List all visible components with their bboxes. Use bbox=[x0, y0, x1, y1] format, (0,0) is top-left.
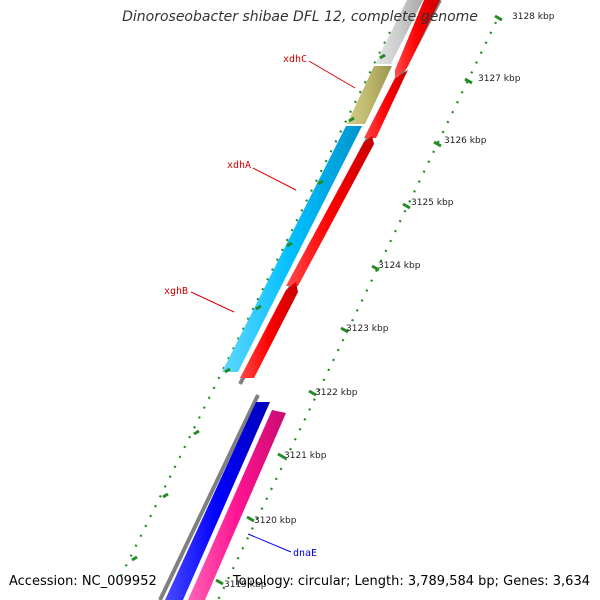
ruler-label-3119: 3119 kbp bbox=[224, 580, 267, 590]
inner-tick-band bbox=[119, 31, 391, 579]
band-tick-mark bbox=[193, 429, 200, 436]
gene-feature-pink[interactable] bbox=[188, 410, 286, 600]
ruler-tick-mark bbox=[464, 77, 473, 85]
outer-ruler bbox=[217, 21, 497, 600]
ruler-ticks bbox=[131, 14, 503, 586]
ruler-label-3122: 3122 kbp bbox=[315, 388, 358, 398]
backbone-line-lower bbox=[158, 394, 260, 600]
genome-summary-label: Topology: circular; Length: 3,789,584 bp… bbox=[232, 574, 590, 589]
ruler-tick-mark bbox=[433, 140, 442, 148]
leader-line-dnaE bbox=[247, 533, 292, 553]
gene-label-xghB[interactable]: xghB bbox=[164, 286, 188, 297]
band-tick-mark bbox=[379, 53, 386, 60]
gene-feature-dnaE[interactable] bbox=[165, 402, 270, 600]
gene-label-xdhA[interactable]: xdhA bbox=[227, 160, 251, 171]
gene-feature-red-2[interactable] bbox=[364, 70, 408, 138]
accession-label: Accession: NC_009952 bbox=[9, 574, 157, 589]
band-tick-mark bbox=[162, 492, 169, 499]
band-tick-mark bbox=[224, 367, 231, 374]
gene-feature-red-4[interactable] bbox=[240, 282, 298, 378]
gene-feature-red-1[interactable] bbox=[395, 0, 440, 78]
ruler-label-3123: 3123 kbp bbox=[346, 324, 389, 334]
ruler-tick-mark bbox=[340, 326, 349, 334]
ruler-tick-mark bbox=[402, 202, 411, 210]
ruler-tick-mark bbox=[371, 264, 380, 272]
ruler-label-3125: 3125 kbp bbox=[411, 198, 454, 208]
band-tick-mark bbox=[255, 304, 262, 311]
leader-line-xdhA bbox=[252, 167, 297, 191]
gene-feature-grey[interactable] bbox=[375, 0, 423, 64]
gene-feature-xdhC[interactable] bbox=[347, 66, 392, 124]
ruler-label-3127: 3127 kbp bbox=[478, 74, 521, 84]
map-title: Dinoroseobacter shibae DFL 12, complete … bbox=[122, 9, 478, 25]
leader-line-xghB bbox=[190, 291, 235, 313]
ruler-label-3124: 3124 kbp bbox=[378, 261, 421, 271]
gene-label-dnaE[interactable]: dnaE bbox=[293, 548, 317, 559]
ruler-label-3126: 3126 kbp bbox=[444, 136, 487, 146]
ruler-tick-mark bbox=[494, 14, 503, 22]
band-tick-mark bbox=[348, 116, 355, 123]
band-tick-mark bbox=[131, 555, 138, 562]
ruler-tick-mark bbox=[308, 389, 317, 397]
gene-label-xdhC[interactable]: xdhC bbox=[283, 54, 307, 65]
ruler-tick-mark bbox=[277, 452, 286, 460]
band-tick-mark bbox=[317, 179, 324, 186]
gene-feature-xdhA[interactable] bbox=[222, 126, 362, 372]
leader-line-xdhC bbox=[308, 60, 356, 89]
ruler-label-3128: 3128 kbp bbox=[512, 12, 555, 22]
band-tick-mark bbox=[286, 241, 293, 248]
ruler-label-3120: 3120 kbp bbox=[254, 516, 297, 526]
ruler-tick-mark bbox=[215, 578, 224, 586]
gene-feature-red-3[interactable] bbox=[286, 136, 374, 286]
ruler-label-3121: 3121 kbp bbox=[284, 451, 327, 461]
ruler-tick-mark bbox=[246, 515, 255, 523]
